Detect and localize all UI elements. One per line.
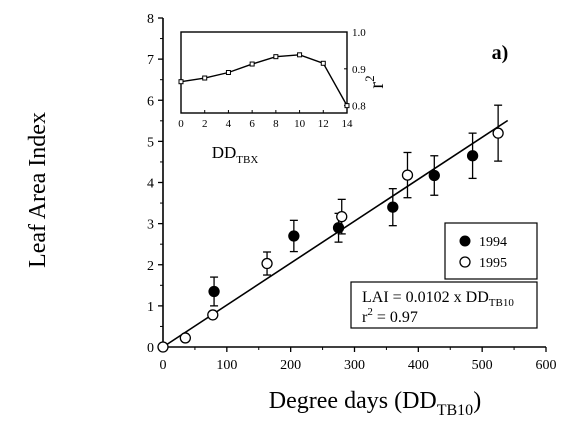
inset-x-axis-label: DDTBX bbox=[212, 143, 259, 166]
y-tick-label: 3 bbox=[147, 218, 154, 233]
equation-line-1: LAI = 0.0102 x DDTB10 bbox=[362, 289, 514, 309]
y-tick-label: 2 bbox=[147, 259, 154, 274]
legend: 1994 1995 bbox=[444, 222, 538, 280]
x-tick-label: 200 bbox=[280, 358, 301, 373]
y-tick-label: 4 bbox=[147, 177, 154, 192]
inset-x-tick-label: 10 bbox=[294, 118, 306, 130]
y-tick-label: 7 bbox=[147, 53, 154, 68]
x-tick-label: 500 bbox=[472, 358, 493, 373]
legend-label-1994: 1994 bbox=[479, 235, 507, 250]
data-point-1995 bbox=[207, 309, 219, 321]
inset-point bbox=[297, 52, 303, 58]
equation-line-1-main: LAI = 0.0102 x DD bbox=[362, 289, 489, 306]
fit-line-layer bbox=[162, 119, 509, 348]
x-tick-label: 300 bbox=[344, 358, 365, 373]
inset-y-axis-label: r2 bbox=[362, 75, 388, 88]
inset-x-tick-label: 0 bbox=[178, 118, 184, 130]
inset-point bbox=[249, 61, 255, 67]
regression-line bbox=[162, 119, 509, 348]
x-axis-label-main: Degree days (DD bbox=[269, 388, 437, 414]
inset-x-tick-label: 4 bbox=[226, 118, 232, 130]
inset-y-axis-label-main: r bbox=[366, 82, 388, 89]
inset-point bbox=[202, 75, 208, 81]
data-point-1994 bbox=[387, 201, 399, 213]
inset-y-tick-label: 1.0 bbox=[352, 27, 366, 39]
y-tick-label: 1 bbox=[147, 300, 154, 315]
data-point-1994 bbox=[288, 230, 300, 242]
equation-r-superscript: 2 bbox=[367, 306, 373, 318]
inset-point bbox=[320, 60, 326, 66]
x-axis-label-close: ) bbox=[473, 388, 481, 414]
inset-axes bbox=[180, 31, 348, 114]
data-point-1994 bbox=[208, 285, 220, 298]
inset-point bbox=[344, 103, 350, 109]
equation-value: = 0.97 bbox=[373, 309, 418, 326]
equation-line-2: r2 = 0.97 bbox=[362, 306, 418, 326]
data-point-1995 bbox=[179, 332, 191, 344]
inset-x-tick-label: 8 bbox=[273, 118, 279, 130]
data-point-1995 bbox=[401, 169, 414, 181]
x-axis-label: Degree days (DDTB10) bbox=[269, 388, 481, 419]
data-points-layer bbox=[157, 104, 504, 353]
y-tick-label: 5 bbox=[147, 135, 154, 150]
data-point-1994 bbox=[332, 222, 345, 234]
inset-y-axis-label-superscript: 2 bbox=[362, 75, 377, 82]
data-point-1994 bbox=[428, 169, 440, 182]
legend-marker-1995 bbox=[459, 256, 471, 268]
equation-frame bbox=[350, 281, 538, 329]
legend-label-1995: 1995 bbox=[479, 256, 507, 271]
equation-line-1-subscript: TB10 bbox=[489, 297, 515, 309]
x-tick-label: 100 bbox=[216, 358, 237, 373]
inset-y-tick-label: 0.9 bbox=[352, 64, 366, 76]
x-tick-label: 0 bbox=[160, 358, 167, 373]
data-point-1995 bbox=[492, 127, 504, 139]
equation-r: r bbox=[362, 309, 368, 326]
data-point-1995 bbox=[157, 341, 169, 353]
inset-x-axis-label-subscript: TBX bbox=[236, 154, 258, 166]
legend-marker-1994 bbox=[459, 235, 471, 247]
y-tick-label: 6 bbox=[147, 94, 154, 109]
inset-x-tick-label: 14 bbox=[342, 118, 354, 130]
inset-y-tick-label: 0.8 bbox=[352, 101, 366, 113]
inset-frame bbox=[180, 31, 348, 114]
data-point-1994 bbox=[466, 150, 479, 162]
y-tick-label: 0 bbox=[147, 341, 154, 356]
inset-x-tick-label: 2 bbox=[202, 118, 208, 130]
panel-label: a) bbox=[492, 42, 509, 64]
inset-x-tick-label: 12 bbox=[318, 118, 329, 130]
legend-box bbox=[444, 222, 538, 280]
inset-point bbox=[225, 70, 231, 75]
inset-series-line bbox=[180, 54, 348, 106]
inset-chart: 0 2 4 6 8 10 12 140.80.91.0 DDTBX r2 bbox=[178, 27, 388, 166]
x-tick-label: 400 bbox=[408, 358, 429, 373]
x-tick-label: 600 bbox=[536, 358, 557, 373]
x-axis-label-subscript: TB10 bbox=[437, 402, 473, 419]
inset-point bbox=[178, 79, 184, 85]
equation-box: LAI = 0.0102 x DDTB10 r2 = 0.97 bbox=[350, 281, 538, 329]
inset-point bbox=[273, 54, 279, 60]
inset-x-axis-label-main: DD bbox=[212, 143, 237, 162]
data-point-1995 bbox=[261, 257, 273, 270]
inset-ticks: 0 2 4 6 8 10 12 14 0.8 0.9 1.0 bbox=[178, 27, 366, 130]
inset-line-layer bbox=[178, 52, 350, 109]
y-axis-label: Leaf Area Index bbox=[25, 112, 51, 268]
inset-x-tick-label: 6 bbox=[249, 118, 255, 130]
y-tick-label: 8 bbox=[147, 12, 154, 27]
data-point-1995 bbox=[336, 210, 348, 223]
